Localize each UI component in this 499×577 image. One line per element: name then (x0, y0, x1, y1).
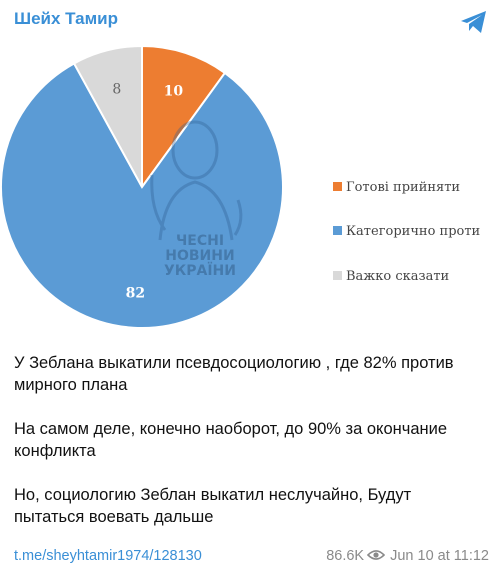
legend-label: Важко сказати (346, 269, 450, 284)
legend-label: Категорично проти (346, 224, 481, 239)
legend-swatch (333, 271, 342, 280)
pie-slice-unsure (72, 44, 143, 188)
post-text: У Зеблана выкатили псевдосоциологию , гд… (14, 352, 484, 550)
post-meta: 86.6K Jun 10 at 11:12 (326, 548, 489, 564)
legend-swatch (333, 226, 342, 235)
post-paragraph: Но, социологию Зеблан выкатил неслучайно… (14, 486, 412, 526)
svg-text:УКРАЇНИ: УКРАЇНИ (164, 262, 236, 279)
chart-image: ЧЕСНІ НОВИНИ УКРАЇНИ 10 82 8 Готові прийня… (0, 40, 499, 340)
legend-item-unsure: Важко сказати (333, 269, 449, 284)
post-paragraph: У Зеблана выкатили псевдосоциологию , гд… (14, 354, 454, 394)
post-header: Шейх Тамир (0, 0, 499, 40)
post-footer: t.me/sheyhtamir1974/128130 86.6K Jun 10 a… (14, 548, 489, 570)
svg-text:НОВИНИ: НОВИНИ (165, 248, 234, 264)
post-date: Jun 10 at 11:12 (390, 548, 489, 564)
legend-label: Готові прийняти (346, 180, 461, 195)
post-paragraph: На самом деле, конечно наоборот, до 90% … (14, 420, 448, 460)
pie-slice-against (0, 62, 284, 329)
pie-chart: ЧЕСНІ НОВИНИ УКРАЇНИ 10 82 8 (0, 44, 284, 329)
telegram-plane-icon[interactable] (460, 10, 488, 34)
watermark-logo: ЧЕСНІ НОВИНИ УКРАЇНИ (150, 120, 243, 279)
svg-text:ЧЕСНІ: ЧЕСНІ (176, 233, 224, 249)
pie-data-label: 82 (126, 286, 145, 302)
view-count: 86.6K (326, 548, 365, 564)
channel-name[interactable]: Шейх Тамир (14, 9, 118, 28)
pie-data-label: 8 (112, 82, 121, 98)
legend-swatch (333, 182, 342, 191)
pie-slice-ready (141, 44, 227, 191)
post-link[interactable]: t.me/sheyhtamir1974/128130 (14, 548, 202, 564)
legend-item-ready: Готові прийняти (333, 180, 460, 195)
pie-data-label: 10 (164, 83, 184, 99)
eye-icon (367, 550, 386, 560)
legend-item-against: Категорично проти (333, 224, 480, 239)
